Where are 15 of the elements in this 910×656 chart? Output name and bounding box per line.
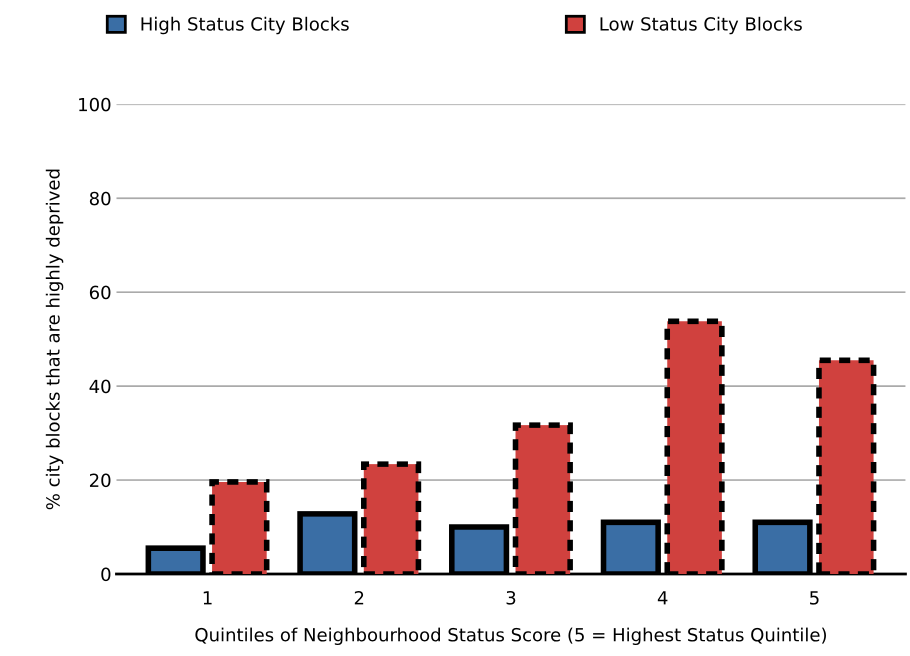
y-tick-label: 40 [90, 380, 110, 394]
x-tick-label: 1 [204, 591, 212, 604]
y-axis-title: % city blocks that are highly deprived [46, 170, 64, 510]
y-tick-label: 20 [90, 474, 110, 488]
y-tick-label: 100 [79, 98, 110, 112]
x-tick-label: 2 [354, 590, 364, 604]
x-tick-label: 3 [506, 590, 516, 605]
y-tick-label: 80 [90, 192, 110, 206]
legend-label: High Status City Blocks [142, 16, 349, 34]
x-axis-title: Quintiles of Neighbourhood Status Score (5 = Highest Status Quintile) [195, 628, 826, 646]
y-tick-label: 60 [90, 286, 110, 300]
y-tick-label: 0 [101, 567, 110, 582]
x-tick-label: 5 [810, 591, 819, 605]
x-tick-label: 4 [658, 591, 668, 604]
legend-label: Low Status City Blocks [600, 16, 802, 34]
